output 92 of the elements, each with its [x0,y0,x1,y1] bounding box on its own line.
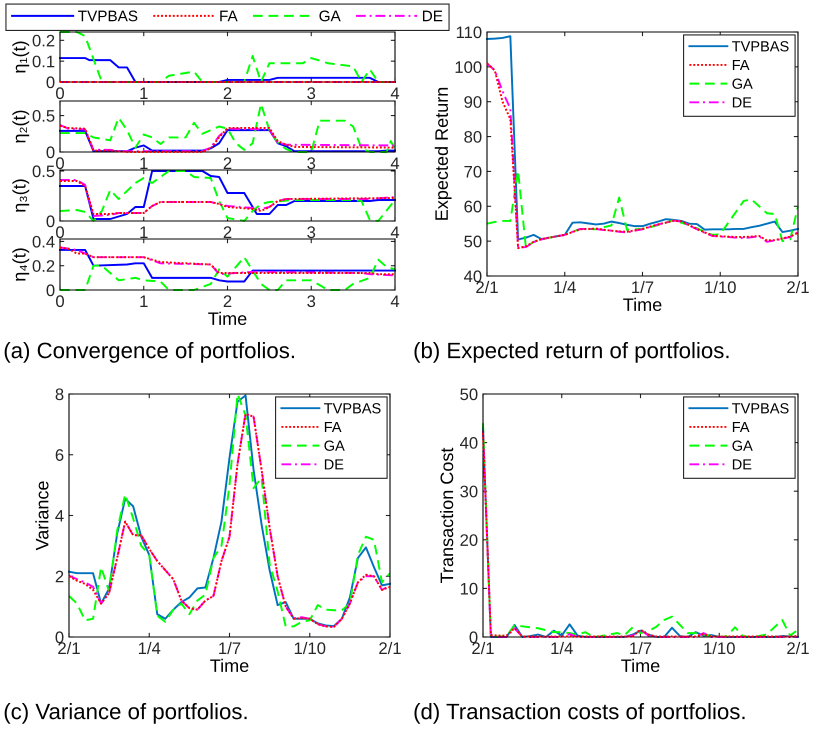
y-tick-label: 50 [460,388,478,400]
y-axis-title: Expected Return [434,88,452,220]
text: (b) Expected return of portfolios. [414,342,728,363]
legend-label: FA [324,422,342,432]
y-tick-label: 2 [56,570,64,582]
x-tick-label: 2/1 [476,280,498,294]
x-tick-label: 4 [390,87,400,99]
x-axis-title: Time [623,298,662,312]
y-tick-label: 30 [460,486,478,498]
legend-label: DE [324,459,344,470]
x-tick-label: 4 [390,226,400,238]
y-tick-label: 0.2 [32,260,54,272]
y-tick-label: 0.5 [32,165,54,178]
y-tick-label: 8 [56,388,64,400]
x-tick-label: 2 [224,87,232,99]
x-tick-label: 1/10 [705,280,736,294]
x-tick-label: 2 [224,226,232,238]
x-tick-label: 2/1 [787,280,809,294]
y-tick-label: 90 [464,96,482,108]
y-tick-label: 60 [464,200,482,212]
legend-label: FA [732,422,750,432]
x-axis-title: Time [210,658,248,672]
y-tick-label: 0.4 [32,236,55,248]
x-tick-label: 2/1 [787,642,809,654]
y-tick-label: 6 [56,449,64,461]
x-tick-label: 2 [224,295,232,307]
x-tick-label: 1/4 [554,280,576,294]
x-tick-label: 2 [224,157,232,169]
legend-label: TVPBAS [732,41,789,52]
y-tick-label: 0 [46,215,54,228]
x-tick-label: 1/10 [294,642,326,654]
x-tick-label: 1/7 [219,642,240,654]
legend-label: GA [319,10,341,22]
y-tick-label: 50 [464,236,482,248]
legend-label: GA [324,440,345,451]
y-tick-label: 110 [456,26,482,38]
x-tick-label: 1 [140,226,148,238]
legend-label: TVPBAS [324,403,381,414]
legend-label: GA [732,78,753,89]
y-tick-label: 0 [56,631,64,644]
y-tick-label: 0 [46,76,54,88]
y-tick-label: 0 [470,631,478,644]
x-tick-label: 3 [307,157,316,170]
legend-label: TVPBAS [78,10,138,22]
legend-label: TVPBAS [732,403,789,414]
y-tick-label: 0.2 [32,34,54,47]
x-tick-label: 1/7 [630,642,652,654]
x-tick-label: 3 [307,87,316,100]
x-tick-label: 1 [140,87,148,99]
y-axis-title: Variance [35,481,49,550]
x-tick-label: 3 [307,295,316,308]
y-tick-label: 40 [460,437,478,449]
text: (d) Transaction costs of portfolios. [414,703,745,724]
legend-label: FA [220,10,238,22]
x-axis-title: Time [208,312,246,326]
legend-label: GA [732,440,753,451]
x-tick-label: 1 [140,295,148,307]
y-axis-title: η₃(t) [12,179,30,212]
y-tick-label: 40 [464,270,482,282]
y-tick-label: 0 [46,146,54,158]
x-tick-label: 2/1 [379,642,401,654]
legend-label: DE [732,97,752,108]
text: (c) Variance of portfolios. [4,703,247,724]
line-series [486,35,799,240]
x-tick-label: 2/1 [472,642,494,654]
y-tick-label: 20 [460,534,478,546]
x-tick-label: 1/10 [704,642,735,654]
y-tick-label: 4 [55,510,64,522]
y-axis-title: Transaction Cost [440,448,454,583]
legend-label: DE [732,459,752,470]
y-tick-label: 100 [456,61,482,74]
y-tick-label: 0.5 [32,110,54,122]
y-tick-label: 10 [460,582,478,595]
y-tick-label: 70 [464,166,482,178]
x-tick-label: 1/4 [551,642,573,654]
y-axis-title: η₄(t) [12,248,30,281]
legend-label: DE [422,10,442,22]
x-tick-label: 2/1 [58,642,80,654]
x-tick-label: 1/7 [632,280,654,294]
line-series [59,248,396,282]
x-tick-label: 4 [390,157,400,169]
text: (a) Convergence of portfolios. [4,342,294,363]
y-axis-title: η₁(t) [12,42,30,73]
x-tick-label: 3 [307,226,316,238]
legend-label: FA [732,60,750,70]
y-axis-title: η₂(t) [12,110,30,143]
x-tick-label: 4 [390,295,400,307]
x-tick-label: 1 [140,157,148,169]
x-tick-label: 1/4 [138,642,160,654]
x-axis-title: Time [621,658,660,672]
y-tick-label: 0.1 [32,56,54,68]
y-tick-label: 80 [464,130,482,143]
